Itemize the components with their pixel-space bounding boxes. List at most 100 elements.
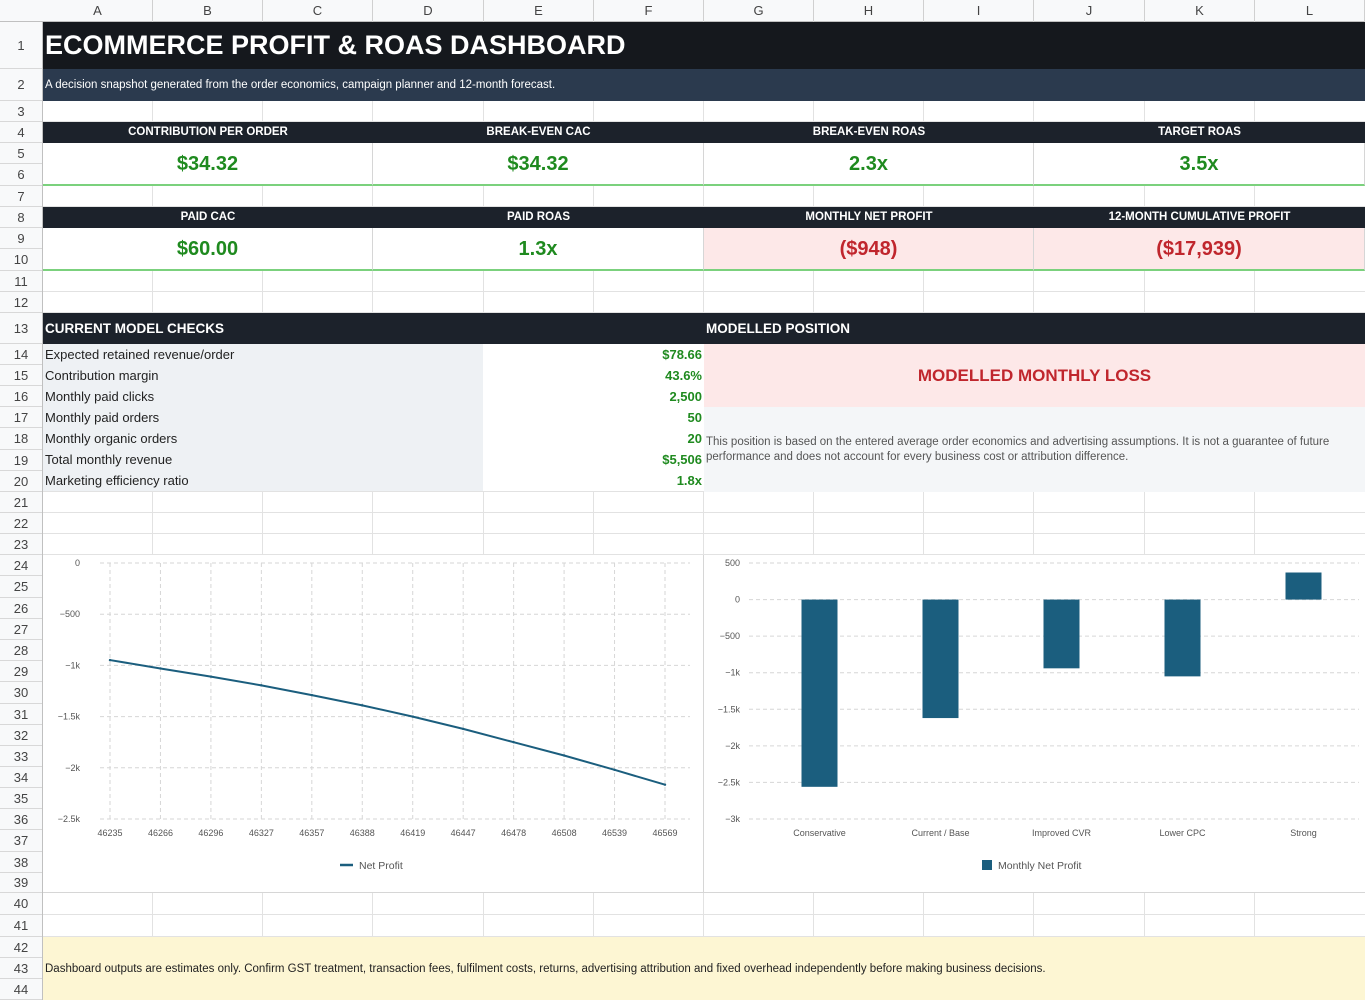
row-header-30[interactable]: 30: [0, 682, 42, 704]
kpi-value-negative[interactable]: ($948): [704, 228, 1034, 271]
column-header-k[interactable]: K: [1145, 0, 1255, 22]
row-header-21[interactable]: 21: [0, 492, 42, 513]
row-header-31[interactable]: 31: [0, 704, 42, 725]
x-tick-label: 46447: [451, 828, 476, 838]
row-header-34[interactable]: 34: [0, 767, 42, 788]
row-header-13[interactable]: 13: [0, 313, 42, 344]
row-header-2[interactable]: 2: [0, 69, 42, 101]
column-gridline: [262, 22, 263, 1000]
row-header-38[interactable]: 38: [0, 852, 42, 873]
row-header-43[interactable]: 43: [0, 958, 42, 979]
y-tick-label: −2.5k: [58, 814, 81, 824]
row-header-20[interactable]: 20: [0, 471, 42, 492]
row-header-18[interactable]: 18: [0, 428, 42, 450]
row-header-42[interactable]: 42: [0, 937, 42, 958]
x-tick-label: 46388: [350, 828, 375, 838]
row-header-8[interactable]: 8: [0, 207, 42, 228]
kpi-value[interactable]: 1.3x: [373, 228, 704, 271]
row-header-24[interactable]: 24: [0, 555, 42, 576]
row-header-37[interactable]: 37: [0, 830, 42, 852]
check-value[interactable]: $5,506: [483, 449, 704, 470]
row-header-44[interactable]: 44: [0, 979, 42, 1000]
x-tick-label: 46539: [602, 828, 627, 838]
row-header-23[interactable]: 23: [0, 534, 42, 555]
row-header-4[interactable]: 4: [0, 122, 42, 143]
x-tick-label: Lower CPC: [1159, 828, 1206, 838]
y-tick-label: −1k: [725, 668, 740, 678]
column-header-e[interactable]: E: [484, 0, 594, 22]
column-header-d[interactable]: D: [373, 0, 484, 22]
check-value[interactable]: 50: [483, 407, 704, 428]
scenario-bar: [1043, 599, 1080, 669]
row-header-41[interactable]: 41: [0, 915, 42, 937]
row-header-22[interactable]: 22: [0, 513, 42, 534]
row-header-27[interactable]: 27: [0, 619, 42, 640]
column-gridline: [703, 22, 704, 1000]
kpi-value-negative[interactable]: ($17,939): [1034, 228, 1365, 271]
row-header-33[interactable]: 33: [0, 746, 42, 767]
x-tick-label: 46478: [501, 828, 526, 838]
row-header-17[interactable]: 17: [0, 407, 42, 428]
row-header-28[interactable]: 28: [0, 640, 42, 661]
row-header-10[interactable]: 10: [0, 249, 42, 271]
column-header-f[interactable]: F: [594, 0, 704, 22]
row-header-29[interactable]: 29: [0, 661, 42, 682]
row-header-5[interactable]: 5: [0, 143, 42, 164]
check-value[interactable]: $78.66: [483, 344, 704, 365]
row-header-9[interactable]: 9: [0, 228, 42, 249]
row-header-40[interactable]: 40: [0, 893, 42, 915]
row-header-35[interactable]: 35: [0, 788, 42, 809]
check-value[interactable]: 2,500: [483, 386, 704, 407]
check-label: Monthly organic orders: [43, 428, 483, 449]
check-value[interactable]: 43.6%: [483, 365, 704, 386]
position-note: This position is based on the entered av…: [706, 436, 1330, 463]
model-checks-list: Expected retained revenue/order $78.66 C…: [43, 344, 704, 492]
footer-note: Dashboard outputs are estimates only. Co…: [45, 963, 1046, 975]
row-header-26[interactable]: 26: [0, 598, 42, 619]
kpi-value[interactable]: $60.00: [43, 228, 373, 271]
row-header-1[interactable]: 1: [0, 22, 42, 69]
column-header-j[interactable]: J: [1034, 0, 1145, 22]
row-header-14[interactable]: 14: [0, 344, 42, 365]
kpi-label: PAID ROAS: [373, 207, 704, 228]
row-header-11[interactable]: 11: [0, 271, 42, 292]
row-header-15[interactable]: 15: [0, 365, 42, 386]
column-header-l[interactable]: L: [1255, 0, 1365, 22]
row-header-6[interactable]: 6: [0, 164, 42, 186]
subtitle-band: A decision snapshot generated from the o…: [43, 69, 1365, 101]
row-header-7[interactable]: 7: [0, 186, 42, 207]
check-value[interactable]: 20: [483, 428, 704, 449]
column-header-i[interactable]: I: [924, 0, 1034, 22]
column-header-g[interactable]: G: [704, 0, 814, 22]
column-gridline: [1144, 22, 1145, 1000]
data-point: [411, 715, 414, 718]
column-header-c[interactable]: C: [263, 0, 373, 22]
kpi-value[interactable]: $34.32: [373, 143, 704, 186]
y-tick-label: −2k: [65, 763, 80, 773]
kpi-value[interactable]: 3.5x: [1034, 143, 1365, 186]
row-header-25[interactable]: 25: [0, 576, 42, 598]
column-header-a[interactable]: A: [43, 0, 153, 22]
data-point: [663, 783, 667, 786]
row-header-16[interactable]: 16: [0, 386, 42, 407]
column-header-b[interactable]: B: [153, 0, 263, 22]
kpi-value[interactable]: $34.32: [43, 143, 373, 186]
row-header-36[interactable]: 36: [0, 809, 42, 830]
row-header-3[interactable]: 3: [0, 101, 42, 122]
x-tick-label: 46569: [652, 828, 677, 838]
column-gridline: [593, 22, 594, 1000]
row-header-12[interactable]: 12: [0, 292, 42, 313]
row-header-39[interactable]: 39: [0, 873, 42, 893]
data-point: [512, 741, 515, 744]
kpi-label: MONTHLY NET PROFIT: [704, 207, 1034, 228]
column-header-h[interactable]: H: [814, 0, 924, 22]
row-header-19[interactable]: 19: [0, 450, 42, 471]
net-profit-line: [109, 659, 666, 786]
y-tick-label: 0: [75, 558, 80, 568]
row-header-32[interactable]: 32: [0, 725, 42, 746]
check-value[interactable]: 1.8x: [483, 470, 704, 491]
x-tick-label: 46266: [148, 828, 173, 838]
kpi-value[interactable]: 2.3x: [704, 143, 1034, 186]
y-tick-label: −1.5k: [718, 704, 741, 714]
